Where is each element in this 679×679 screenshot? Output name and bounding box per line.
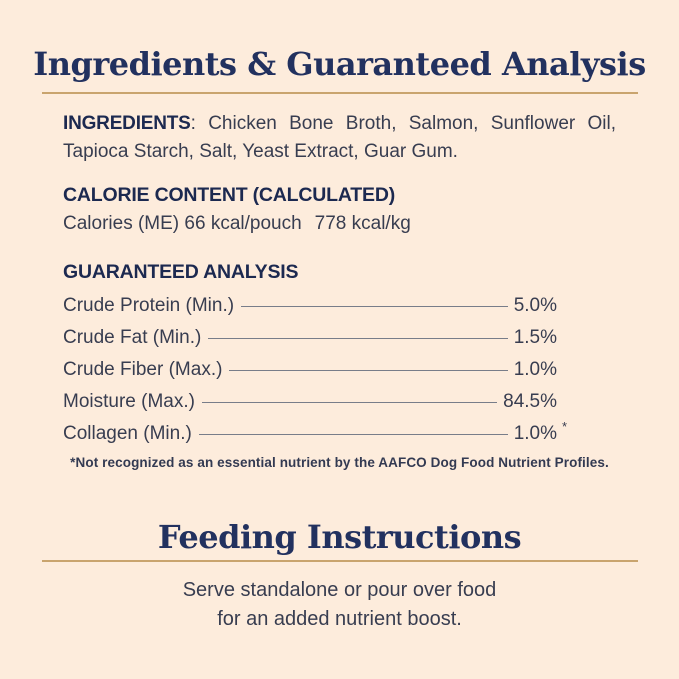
leader-line [208, 338, 508, 339]
leader-line [198, 434, 508, 435]
ingredients-list-part2: Tapioca Starch, Salt, Yeast Extract, Gua… [63, 141, 458, 162]
row-value-wrap: 5.0% [514, 295, 557, 317]
row-label: Crude Fiber (Max.) [63, 358, 223, 380]
gold-divider-top [41, 92, 638, 94]
ingredients-paragraph: INGREDIENTS: Chicken Bone Broth, Salmon,… [63, 110, 616, 166]
row-label: Moisture (Max.) [63, 390, 195, 412]
feeding-text-line-2: for an added nutrient boost. [217, 608, 462, 630]
table-row-crude-protein: Crude Protein (Min.) 5.0% [63, 295, 557, 316]
row-value-wrap: 1.0% [514, 359, 557, 381]
calorie-content-value: Calories (ME) 66 kcal/pouch 778 kcal/kg [63, 211, 616, 237]
row-value-wrap: 1.5% [514, 327, 557, 349]
row-value: 1.0% [513, 422, 557, 444]
feeding-instructions-section: Feeding Instructions Serve standalone or… [0, 518, 679, 634]
row-value: 1.0% [513, 358, 557, 380]
row-value-wrap: 1.0% * [513, 419, 567, 445]
leader-line [201, 402, 498, 403]
row-label: Crude Protein (Min.) [63, 294, 235, 316]
guaranteed-analysis-table: Crude Protein (Min.) 5.0% Crude Fat (Min… [63, 295, 567, 445]
gold-divider-bottom [41, 560, 638, 562]
leader-line [241, 306, 508, 307]
calorie-per-kg: 778 kcal/kg [314, 213, 411, 234]
row-value: 84.5% [503, 390, 557, 412]
table-row-moisture: Moisture (Max.) 84.5% [63, 391, 557, 412]
feeding-instructions-text: Serve standalone or pour over food for a… [0, 576, 679, 634]
guaranteed-analysis-heading: GUARANTEED ANALYSIS [63, 261, 299, 283]
row-label: Crude Fat (Min.) [63, 326, 202, 348]
calorie-content-heading: CALORIE CONTENT (CALCULATED) [63, 184, 396, 206]
ingredients-label: INGREDIENTS [63, 113, 191, 134]
table-row-crude-fiber: Crude Fiber (Max.) 1.0% [63, 359, 557, 380]
ingredients-line-1: INGREDIENTS: Chicken Bone Broth, Salmon,… [63, 110, 616, 138]
row-value: 1.5% [513, 326, 557, 348]
footnote-marker: * [561, 418, 567, 434]
row-value-wrap: 84.5% [503, 391, 557, 413]
leader-line [229, 370, 508, 371]
label-content: INGREDIENTS: Chicken Bone Broth, Salmon,… [0, 110, 679, 444]
row-value: 5.0% [513, 294, 557, 316]
ingredients-analysis-section: Ingredients & Guaranteed Analysis INGRED… [0, 45, 679, 470]
calorie-per-pouch: Calories (ME) 66 kcal/pouch [63, 213, 302, 234]
aafco-footnote: *Not recognized as an essential nutrient… [70, 455, 609, 470]
ingredients-list-part1: : Chicken Bone Broth, Salmon, Sunflower … [190, 113, 616, 134]
feeding-instructions-title: Feeding Instructions [157, 518, 522, 556]
table-row-crude-fat: Crude Fat (Min.) 1.5% [63, 327, 557, 348]
ingredients-analysis-title: Ingredients & Guaranteed Analysis [33, 45, 646, 83]
feeding-text-line-1: Serve standalone or pour over food [182, 579, 497, 601]
row-label: Collagen (Min.) [63, 422, 192, 444]
table-row-collagen: Collagen (Min.) 1.0% * [63, 419, 567, 445]
